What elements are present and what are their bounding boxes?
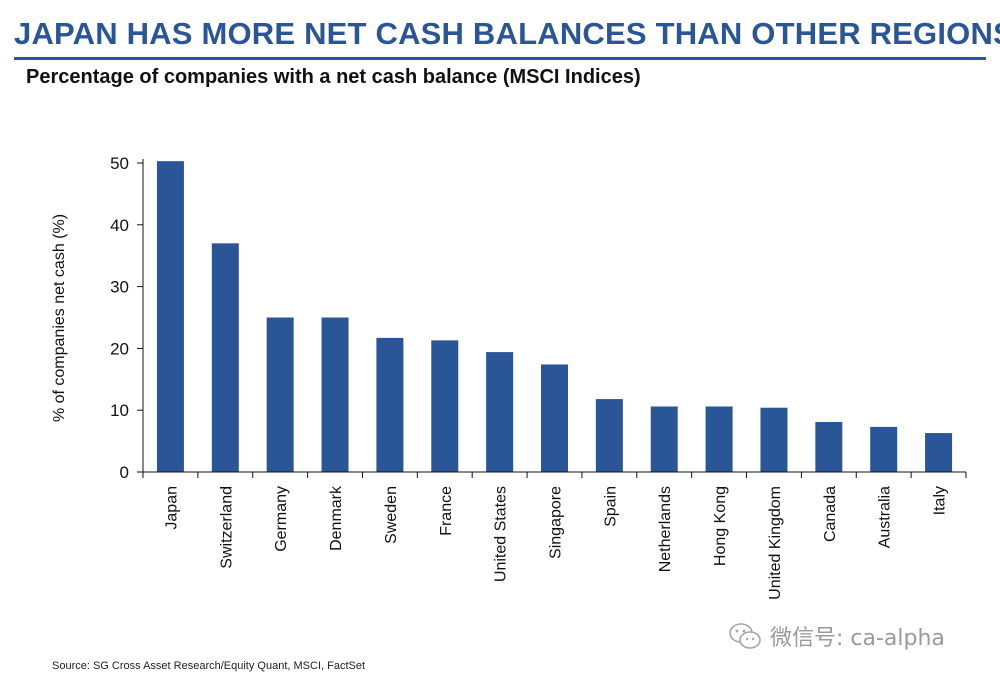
x-axis: Japan Switzerland Germany Denmark Sweden Fran… [142,471,967,600]
bars [156,161,953,472]
bar-united-states [486,352,514,472]
bar-spain [595,399,623,472]
x-tick-label: Spain [602,486,619,527]
x-tick-label: France [438,486,455,536]
bar-canada [815,421,843,472]
x-tick-label: Australia [877,486,894,548]
x-tick-label: Netherlands [657,486,674,572]
bar-japan [156,161,184,472]
y-tick-label: 40 [110,216,129,235]
title-divider [14,57,986,60]
bar-united-kingdom [760,407,788,472]
y-axis-label: % of companies net cash (%) [51,214,68,422]
bar-italy [925,433,953,472]
y-tick-label: 30 [110,278,129,297]
x-tick-label: Hong Kong [712,486,729,566]
watermark-text: 微信号: ca-alpha [770,626,945,651]
wechat-icon [729,623,761,649]
x-tick-label: United Kingdom [767,486,784,600]
x-tick-label: Sweden [383,486,400,544]
watermark: 微信号: ca-alpha [728,620,945,652]
bar-switzerland [211,243,239,472]
bar-australia [870,426,898,472]
y-tick-label: 50 [110,154,129,173]
source-note: Source: SG Cross Asset Research/Equity Q… [52,660,366,672]
chart-subtitle: Percentage of companies with a net cash … [26,66,641,88]
bar-france [431,340,459,472]
bar-sweden [376,337,404,472]
x-tick-label: Canada [822,486,839,542]
x-tick-label: Germany [273,486,290,552]
bar-netherlands [650,406,678,472]
y-tick-label: 20 [110,339,129,358]
bar-germany [266,317,294,472]
x-tick-label: Singapore [548,486,565,559]
bar-singapore [541,364,568,472]
headline: JAPAN HAS MORE NET CASH BALANCES THAN OT… [14,16,1000,51]
y-tick-label: 0 [120,463,129,482]
y-axis: 0 10 20 30 40 50 [110,154,144,482]
x-tick-label: Denmark [328,485,345,551]
y-tick-label: 10 [110,401,129,420]
x-tick-label: Japan [163,486,180,530]
x-tick-label: Italy [932,486,949,515]
x-tick-label: United States [493,486,510,582]
x-tick-label: Switzerland [218,486,235,569]
bar-denmark [321,317,349,472]
bar-hong-kong [705,406,733,472]
